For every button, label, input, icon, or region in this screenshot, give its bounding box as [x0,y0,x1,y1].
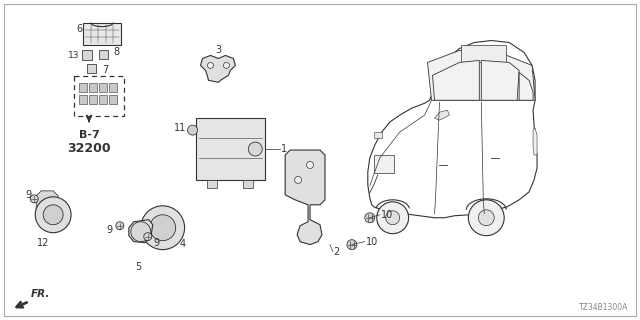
Bar [207,180,218,188]
Bar [74,76,124,116]
Bar [461,44,506,62]
Bar [374,155,394,173]
Circle shape [386,211,399,225]
Text: 9: 9 [154,238,160,248]
Circle shape [131,222,151,242]
Text: 9: 9 [25,190,31,200]
Circle shape [365,213,375,223]
Circle shape [141,206,184,250]
Polygon shape [129,220,153,243]
Bar [89,83,97,92]
Text: 32200: 32200 [67,142,111,155]
Text: 10: 10 [366,237,378,247]
Polygon shape [435,110,449,120]
Polygon shape [368,41,537,218]
Circle shape [248,142,262,156]
Bar [99,95,107,104]
Circle shape [207,62,214,68]
Text: 13: 13 [68,51,79,60]
Circle shape [144,233,152,241]
Circle shape [35,197,71,233]
Bar [83,23,121,44]
Text: 7: 7 [102,65,108,76]
Text: 2: 2 [333,247,339,257]
Text: 6: 6 [76,24,82,34]
Polygon shape [481,60,519,100]
Bar [109,83,117,92]
Bar [196,118,265,180]
Circle shape [468,200,504,236]
Circle shape [347,240,357,250]
Bar [87,64,96,73]
Circle shape [307,162,314,168]
Bar [374,132,381,138]
Bar [79,83,87,92]
Bar [99,51,108,60]
Bar [89,95,97,104]
Circle shape [188,125,198,135]
Polygon shape [36,191,58,217]
Text: 9: 9 [107,225,113,235]
Text: TZ34B1300A: TZ34B1300A [579,303,628,312]
Bar [243,180,253,188]
Text: 8: 8 [113,47,119,58]
Circle shape [30,195,38,203]
Text: 4: 4 [180,239,186,249]
Circle shape [478,210,494,226]
Polygon shape [200,55,236,82]
Polygon shape [428,51,535,100]
Bar [99,83,107,92]
Text: FR.: FR. [31,289,51,300]
Circle shape [44,205,63,225]
Circle shape [150,215,175,241]
Polygon shape [519,72,533,100]
Polygon shape [433,60,479,100]
Circle shape [294,176,301,183]
Polygon shape [285,150,325,244]
Bar [109,95,117,104]
Text: 10: 10 [381,210,393,220]
Polygon shape [533,128,537,155]
Bar [79,95,87,104]
Circle shape [377,202,408,234]
Bar [82,51,92,60]
Circle shape [223,62,229,68]
Circle shape [116,222,124,230]
Text: 11: 11 [174,123,187,133]
Text: 5: 5 [136,261,142,272]
Text: 1: 1 [281,144,287,154]
Text: B-7: B-7 [79,130,99,140]
Text: 3: 3 [216,45,221,55]
Text: 12: 12 [37,238,49,248]
